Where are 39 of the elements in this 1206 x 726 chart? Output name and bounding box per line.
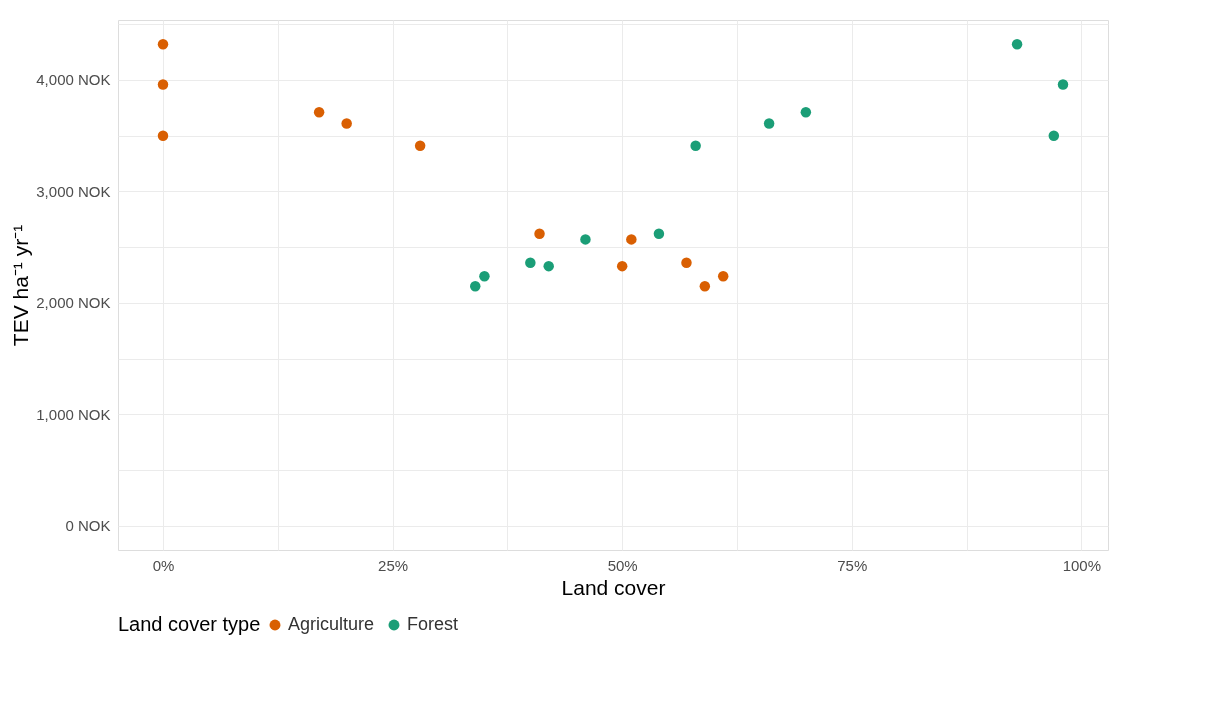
y-tick-label: 0 NOK	[65, 517, 111, 535]
y-axis-title: TEV ha⁻¹ yr⁻¹	[9, 224, 33, 347]
point	[717, 270, 729, 282]
legend-label: Agriculture	[288, 614, 375, 634]
point	[626, 234, 637, 245]
x-tick-label: 100%	[1062, 556, 1102, 574]
x-tick-label: 75%	[837, 556, 868, 574]
point	[157, 39, 169, 50]
point	[543, 260, 554, 272]
y-tick-label: 2,000 NOK	[36, 294, 111, 312]
point	[681, 257, 692, 269]
point	[525, 257, 536, 269]
point	[470, 280, 481, 292]
point	[414, 140, 426, 151]
legend-title: Land cover type	[118, 613, 261, 635]
point	[1011, 39, 1023, 50]
y-tick-label: 1,000 NOK	[36, 405, 111, 423]
point	[157, 130, 169, 141]
point	[616, 260, 628, 272]
legend-label: Forest	[407, 614, 459, 634]
point	[1048, 130, 1060, 141]
y-tick-label: 3,000 NOK	[36, 182, 111, 200]
point	[690, 140, 701, 151]
x-axis-title: Land cover	[561, 575, 666, 599]
point	[763, 118, 775, 129]
point	[479, 270, 490, 282]
point	[800, 107, 812, 118]
point	[699, 280, 711, 292]
point	[1057, 79, 1069, 90]
point	[313, 107, 325, 118]
x-tick-label: 0%	[152, 556, 175, 574]
point	[653, 228, 665, 240]
point	[341, 118, 352, 129]
y-tick-label: 4,000 NOK	[36, 71, 111, 89]
point	[157, 79, 169, 90]
point	[580, 234, 591, 245]
x-tick-label: 50%	[607, 556, 638, 574]
x-tick-label: 25%	[378, 556, 409, 574]
point	[534, 228, 545, 240]
